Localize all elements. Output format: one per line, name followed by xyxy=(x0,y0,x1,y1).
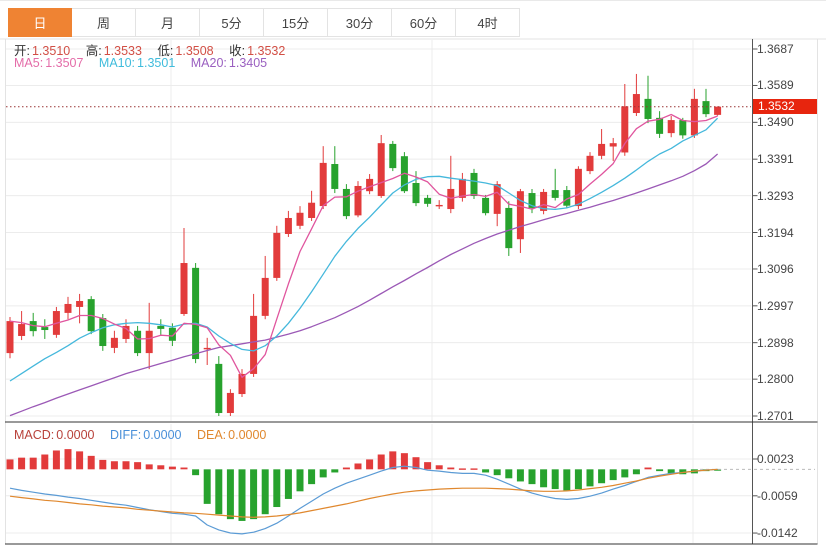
main-y-axis-label: 1.3391 xyxy=(757,152,794,167)
diff-value: 0.0000 xyxy=(143,428,182,442)
open-label: 开: xyxy=(14,44,30,58)
main-y-axis-label: 1.3194 xyxy=(757,225,794,240)
tab-month[interactable]: 月 xyxy=(136,8,200,37)
macd-legend: MACD: 0.0000 DIFF: 0.0000 DEA: 0.0000 xyxy=(14,428,268,442)
low-label: 低: xyxy=(157,44,174,58)
close-value: 1.3532 xyxy=(247,44,286,58)
macd-y-axis-label: -0.0142 xyxy=(757,526,798,541)
tab-4hour[interactable]: 4时 xyxy=(456,8,520,37)
ma5-label: MA5: xyxy=(14,56,44,70)
macd-label: MACD: xyxy=(14,428,55,442)
tab-15min[interactable]: 15分 xyxy=(264,8,328,37)
main-y-axis-label: 1.3589 xyxy=(757,78,794,93)
main-y-axis-label: 1.2997 xyxy=(757,298,794,313)
dea-value: 0.0000 xyxy=(228,428,267,442)
ma20-label: MA20: xyxy=(190,56,227,70)
high-label: 高: xyxy=(85,44,102,58)
timeframe-tabbar: 日 周 月 5分 15分 30分 60分 4时 xyxy=(8,8,520,37)
main-y-axis-label: 1.3096 xyxy=(757,261,794,276)
ma-legend: MA5: 1.3507 MA10: 1.3501 MA20: 1.3405 xyxy=(14,56,269,70)
dea-label: DEA: xyxy=(196,428,227,442)
ma20-value: 1.3405 xyxy=(228,56,268,70)
main-y-axis-label: 1.3490 xyxy=(757,115,794,130)
high-value: 1.3533 xyxy=(103,44,142,58)
main-y-axis-label: 1.3687 xyxy=(757,42,794,56)
diff-label: DIFF: xyxy=(110,428,142,442)
tab-5min[interactable]: 5分 xyxy=(200,8,264,37)
ma10-value: 1.3501 xyxy=(137,56,176,70)
tab-week[interactable]: 周 xyxy=(72,8,136,37)
low-value: 1.3508 xyxy=(175,44,214,58)
tab-day[interactable]: 日 xyxy=(8,8,72,37)
macd-y-axis-label: -0.0059 xyxy=(757,488,798,503)
tab-30min[interactable]: 30分 xyxy=(328,8,392,37)
main-y-axis-label: 1.2800 xyxy=(757,372,794,387)
main-y-axis-label: 1.2898 xyxy=(757,335,794,350)
main-y-axis-label: 1.2701 xyxy=(757,409,794,423)
ma10-label: MA10: xyxy=(98,56,136,70)
tab-60min[interactable]: 60分 xyxy=(392,8,456,37)
main-y-axis-label: 1.3293 xyxy=(757,188,794,203)
open-value: 1.3510 xyxy=(31,44,71,58)
ma5-value: 1.3507 xyxy=(45,56,84,70)
ohlc-legend: 开: 1.3510 高: 1.3533 低: 1.3508 收: 1.3532 xyxy=(14,40,287,59)
close-label: 收: xyxy=(229,44,246,58)
macd-value: 0.0000 xyxy=(56,428,95,442)
current-price-tag: 1.3532 xyxy=(753,99,817,115)
macd-y-axis-label: 0.0023 xyxy=(757,452,794,466)
